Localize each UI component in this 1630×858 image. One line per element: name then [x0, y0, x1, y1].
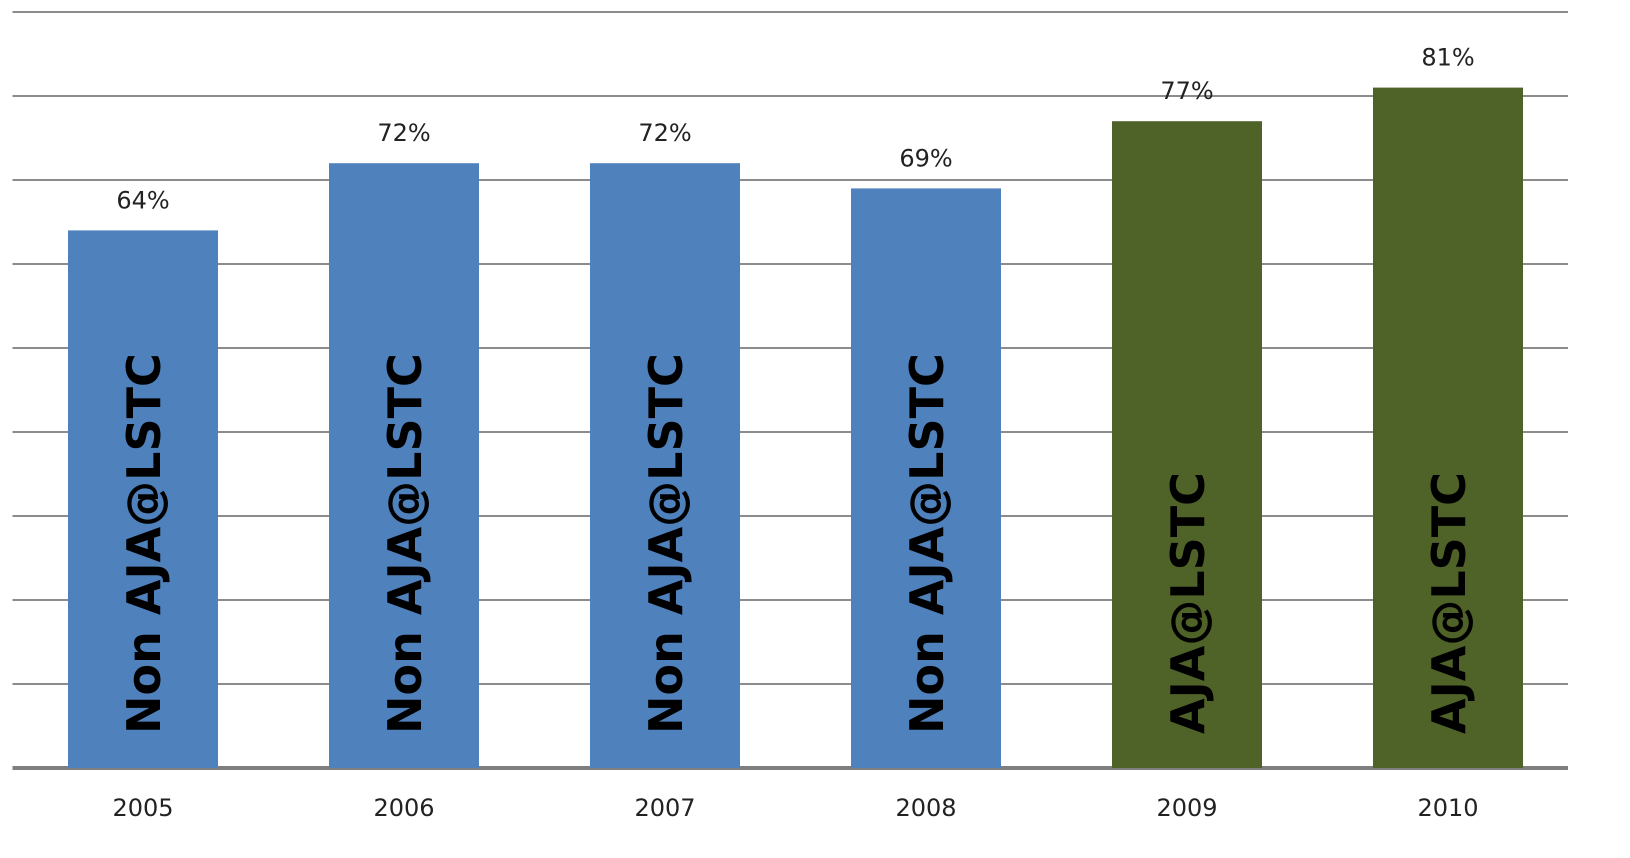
value-label: 77%	[1160, 77, 1213, 105]
bar	[1373, 87, 1523, 769]
bar	[590, 163, 740, 768]
value-label: 81%	[1421, 44, 1474, 72]
bar-label: AJA@LSTC	[1422, 472, 1476, 734]
x-tick-label: 2008	[895, 794, 956, 822]
bar-label: AJA@LSTC	[1161, 472, 1215, 734]
x-tick-label: 2005	[112, 794, 173, 822]
bar	[68, 230, 218, 768]
bar-label: Non AJA@LSTC	[900, 353, 954, 734]
bar-label: Non AJA@LSTC	[117, 353, 171, 734]
value-label: 64%	[116, 186, 169, 214]
bar-label: Non AJA@LSTC	[378, 353, 432, 734]
value-label: 72%	[638, 119, 691, 147]
x-tick-label: 2010	[1417, 794, 1478, 822]
x-tick-label: 2006	[373, 794, 434, 822]
bar	[851, 188, 1001, 768]
bar-label: Non AJA@LSTC	[639, 353, 693, 734]
bar	[329, 163, 479, 768]
x-tick-label: 2007	[634, 794, 695, 822]
value-label: 69%	[899, 144, 952, 172]
x-tick-label: 2009	[1156, 794, 1217, 822]
bar	[1112, 121, 1262, 768]
value-label: 72%	[377, 119, 430, 147]
